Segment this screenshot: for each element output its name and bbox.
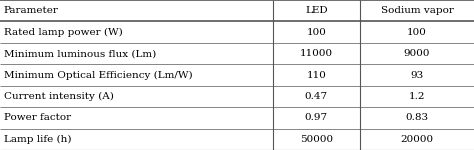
Text: Sodium vapor: Sodium vapor (381, 6, 454, 15)
Bar (0, 43, 273, 64)
Text: 9000: 9000 (404, 49, 430, 58)
Text: 50000: 50000 (300, 135, 333, 144)
Text: Parameter: Parameter (4, 6, 59, 15)
Text: Minimum luminous flux (Lm): Minimum luminous flux (Lm) (4, 49, 156, 58)
Text: 0.83: 0.83 (406, 113, 428, 122)
Text: LED: LED (305, 6, 328, 15)
Bar (360, 86, 474, 107)
Bar (273, 21, 360, 43)
Bar (0, 129, 273, 150)
Bar (360, 21, 474, 43)
Bar (360, 107, 474, 129)
Bar (273, 64, 360, 86)
Bar (0, 21, 273, 43)
Text: Lamp life (h): Lamp life (h) (4, 135, 71, 144)
Bar (273, 0, 360, 21)
Bar (360, 64, 474, 86)
Bar (273, 107, 360, 129)
Bar (360, 0, 474, 21)
Bar (273, 129, 360, 150)
Text: 11000: 11000 (300, 49, 333, 58)
Text: Minimum Optical Efficiency (Lm/W): Minimum Optical Efficiency (Lm/W) (4, 70, 192, 80)
Bar (0, 64, 273, 86)
Text: 110: 110 (307, 70, 326, 80)
Text: 100: 100 (307, 28, 326, 37)
Text: Current intensity (A): Current intensity (A) (4, 92, 114, 101)
Bar (0, 107, 273, 129)
Bar (0, 86, 273, 107)
Bar (273, 86, 360, 107)
Text: 0.97: 0.97 (305, 113, 328, 122)
Bar (273, 43, 360, 64)
Bar (360, 43, 474, 64)
Text: 100: 100 (407, 28, 427, 37)
Text: 0.47: 0.47 (305, 92, 328, 101)
Bar (0, 0, 273, 21)
Bar (360, 129, 474, 150)
Text: Rated lamp power (W): Rated lamp power (W) (4, 28, 123, 37)
Text: Power factor: Power factor (4, 113, 71, 122)
Text: 1.2: 1.2 (409, 92, 425, 101)
Text: 20000: 20000 (401, 135, 434, 144)
Text: 93: 93 (410, 70, 424, 80)
